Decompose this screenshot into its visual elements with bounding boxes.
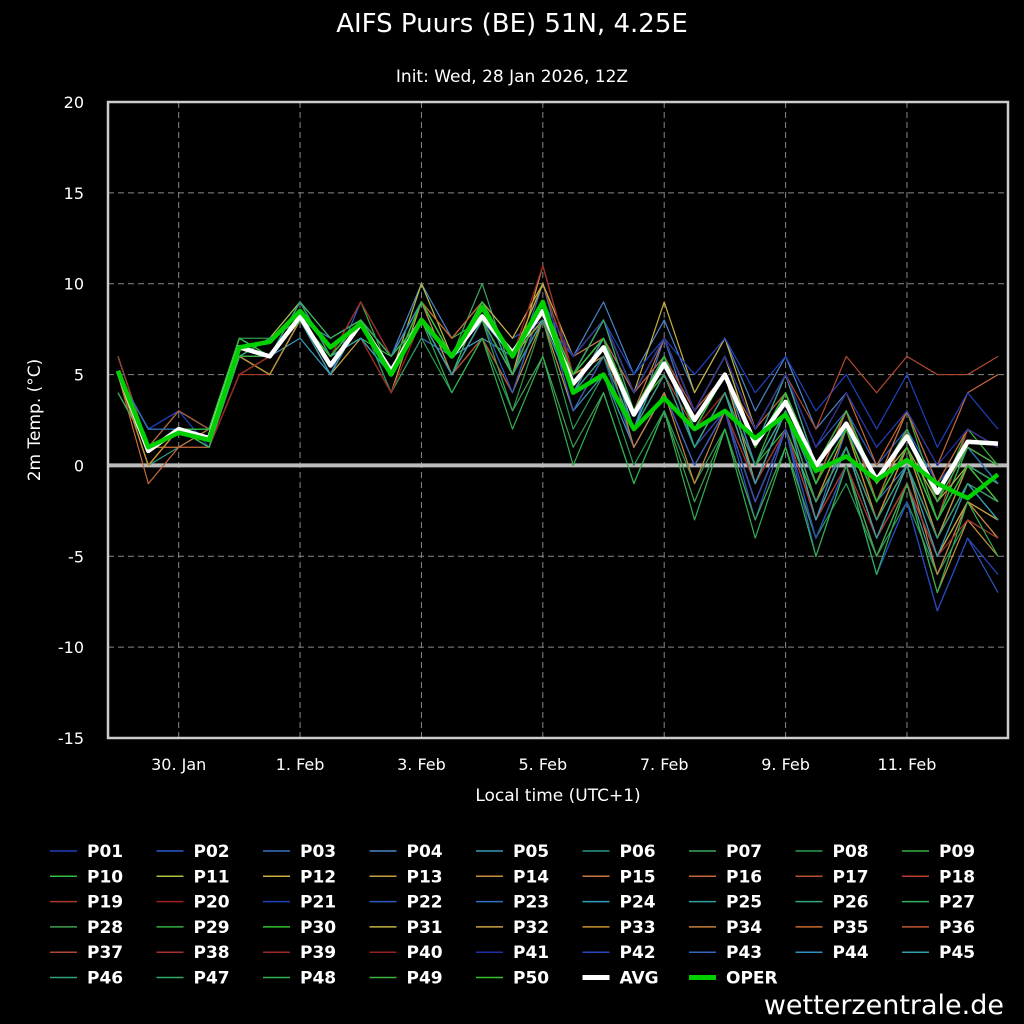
legend-label: P50 bbox=[513, 969, 549, 989]
legend-label: P47 bbox=[194, 969, 230, 989]
legend-label: P01 bbox=[87, 842, 123, 862]
legend-label: P10 bbox=[87, 867, 123, 887]
legend-label: P23 bbox=[513, 893, 549, 913]
y-tick-label: 20 bbox=[64, 93, 84, 112]
legend-label: P16 bbox=[726, 867, 762, 887]
legend-label: P32 bbox=[513, 918, 549, 938]
legend-label: P48 bbox=[300, 969, 336, 989]
legend-label: P24 bbox=[620, 893, 656, 913]
legend-label: P13 bbox=[407, 867, 443, 887]
legend-label: P15 bbox=[620, 867, 656, 887]
chart-title: AIFS Puurs (BE) 51N, 4.25E bbox=[336, 9, 688, 39]
legend-label: P27 bbox=[939, 893, 975, 913]
plot-area bbox=[108, 102, 1008, 738]
legend-label: P45 bbox=[939, 943, 975, 963]
y-tick-label: 0 bbox=[74, 456, 84, 475]
legend-label: P09 bbox=[939, 842, 975, 862]
legend-label: P30 bbox=[300, 918, 336, 938]
legend-label: P22 bbox=[407, 893, 443, 913]
legend-label: P43 bbox=[726, 943, 762, 963]
legend-label: P46 bbox=[87, 969, 123, 989]
legend-label: AVG bbox=[620, 969, 659, 989]
legend-label: P06 bbox=[620, 842, 656, 862]
series-line bbox=[117, 319, 999, 576]
legend-label: P14 bbox=[513, 867, 549, 887]
legend-label: P05 bbox=[513, 842, 549, 862]
legend-label: P04 bbox=[407, 842, 443, 862]
legend-label: P02 bbox=[194, 842, 230, 862]
y-tick-label: 5 bbox=[74, 366, 84, 385]
watermark: wetterzentrale.de bbox=[764, 990, 1004, 1021]
legend-label: P28 bbox=[87, 918, 123, 938]
x-tick-label: 5. Feb bbox=[518, 755, 567, 774]
legend-label: P26 bbox=[833, 893, 869, 913]
legend-label: P11 bbox=[194, 867, 230, 887]
x-tick-label: 11. Feb bbox=[878, 755, 937, 774]
legend-label: P37 bbox=[87, 943, 123, 963]
legend-label: P17 bbox=[833, 867, 869, 887]
legend-label: P03 bbox=[300, 842, 336, 862]
legend-label: P12 bbox=[300, 867, 336, 887]
y-axis-label: 2m Temp. (°C) bbox=[25, 359, 45, 482]
legend-label: P35 bbox=[833, 918, 869, 938]
legend-label: P34 bbox=[726, 918, 762, 938]
series-line bbox=[115, 299, 1000, 501]
legend-label: P39 bbox=[300, 943, 336, 963]
legend-label: P07 bbox=[726, 842, 762, 862]
legend-label: P21 bbox=[300, 893, 336, 913]
legend-label: P18 bbox=[939, 867, 975, 887]
y-tick-label: -15 bbox=[58, 729, 84, 748]
legend-label: P40 bbox=[407, 943, 443, 963]
x-tick-label: 7. Feb bbox=[640, 755, 689, 774]
legend-label: OPER bbox=[726, 969, 778, 989]
y-tick-label: 15 bbox=[64, 184, 84, 203]
x-tick-label: 9. Feb bbox=[761, 755, 810, 774]
legend-label: P44 bbox=[833, 943, 869, 963]
plot-frame bbox=[106, 100, 1010, 740]
legend-label: P25 bbox=[726, 893, 762, 913]
legend-label: P33 bbox=[620, 918, 656, 938]
legend-label: P36 bbox=[939, 918, 975, 938]
legend-label: P42 bbox=[620, 943, 656, 963]
chart-subtitle: Init: Wed, 28 Jan 2026, 12Z bbox=[396, 67, 628, 87]
legend-label: P31 bbox=[407, 918, 443, 938]
legend-label: P49 bbox=[407, 969, 443, 989]
legend-label: P29 bbox=[194, 918, 230, 938]
y-tick-label: -10 bbox=[58, 638, 84, 657]
legend-label: P20 bbox=[194, 893, 230, 913]
x-axis-label: Local time (UTC+1) bbox=[475, 786, 640, 806]
legend-label: P41 bbox=[513, 943, 549, 963]
y-tick-label: -5 bbox=[68, 547, 84, 566]
y-tick-label: 10 bbox=[64, 275, 84, 294]
x-tick-label: 3. Feb bbox=[397, 755, 446, 774]
x-tick-label: 1. Feb bbox=[276, 755, 325, 774]
legend-label: P38 bbox=[194, 943, 230, 963]
x-tick-label: 30. Jan bbox=[151, 755, 206, 774]
legend-label: P08 bbox=[833, 842, 869, 862]
legend-label: P19 bbox=[87, 893, 123, 913]
